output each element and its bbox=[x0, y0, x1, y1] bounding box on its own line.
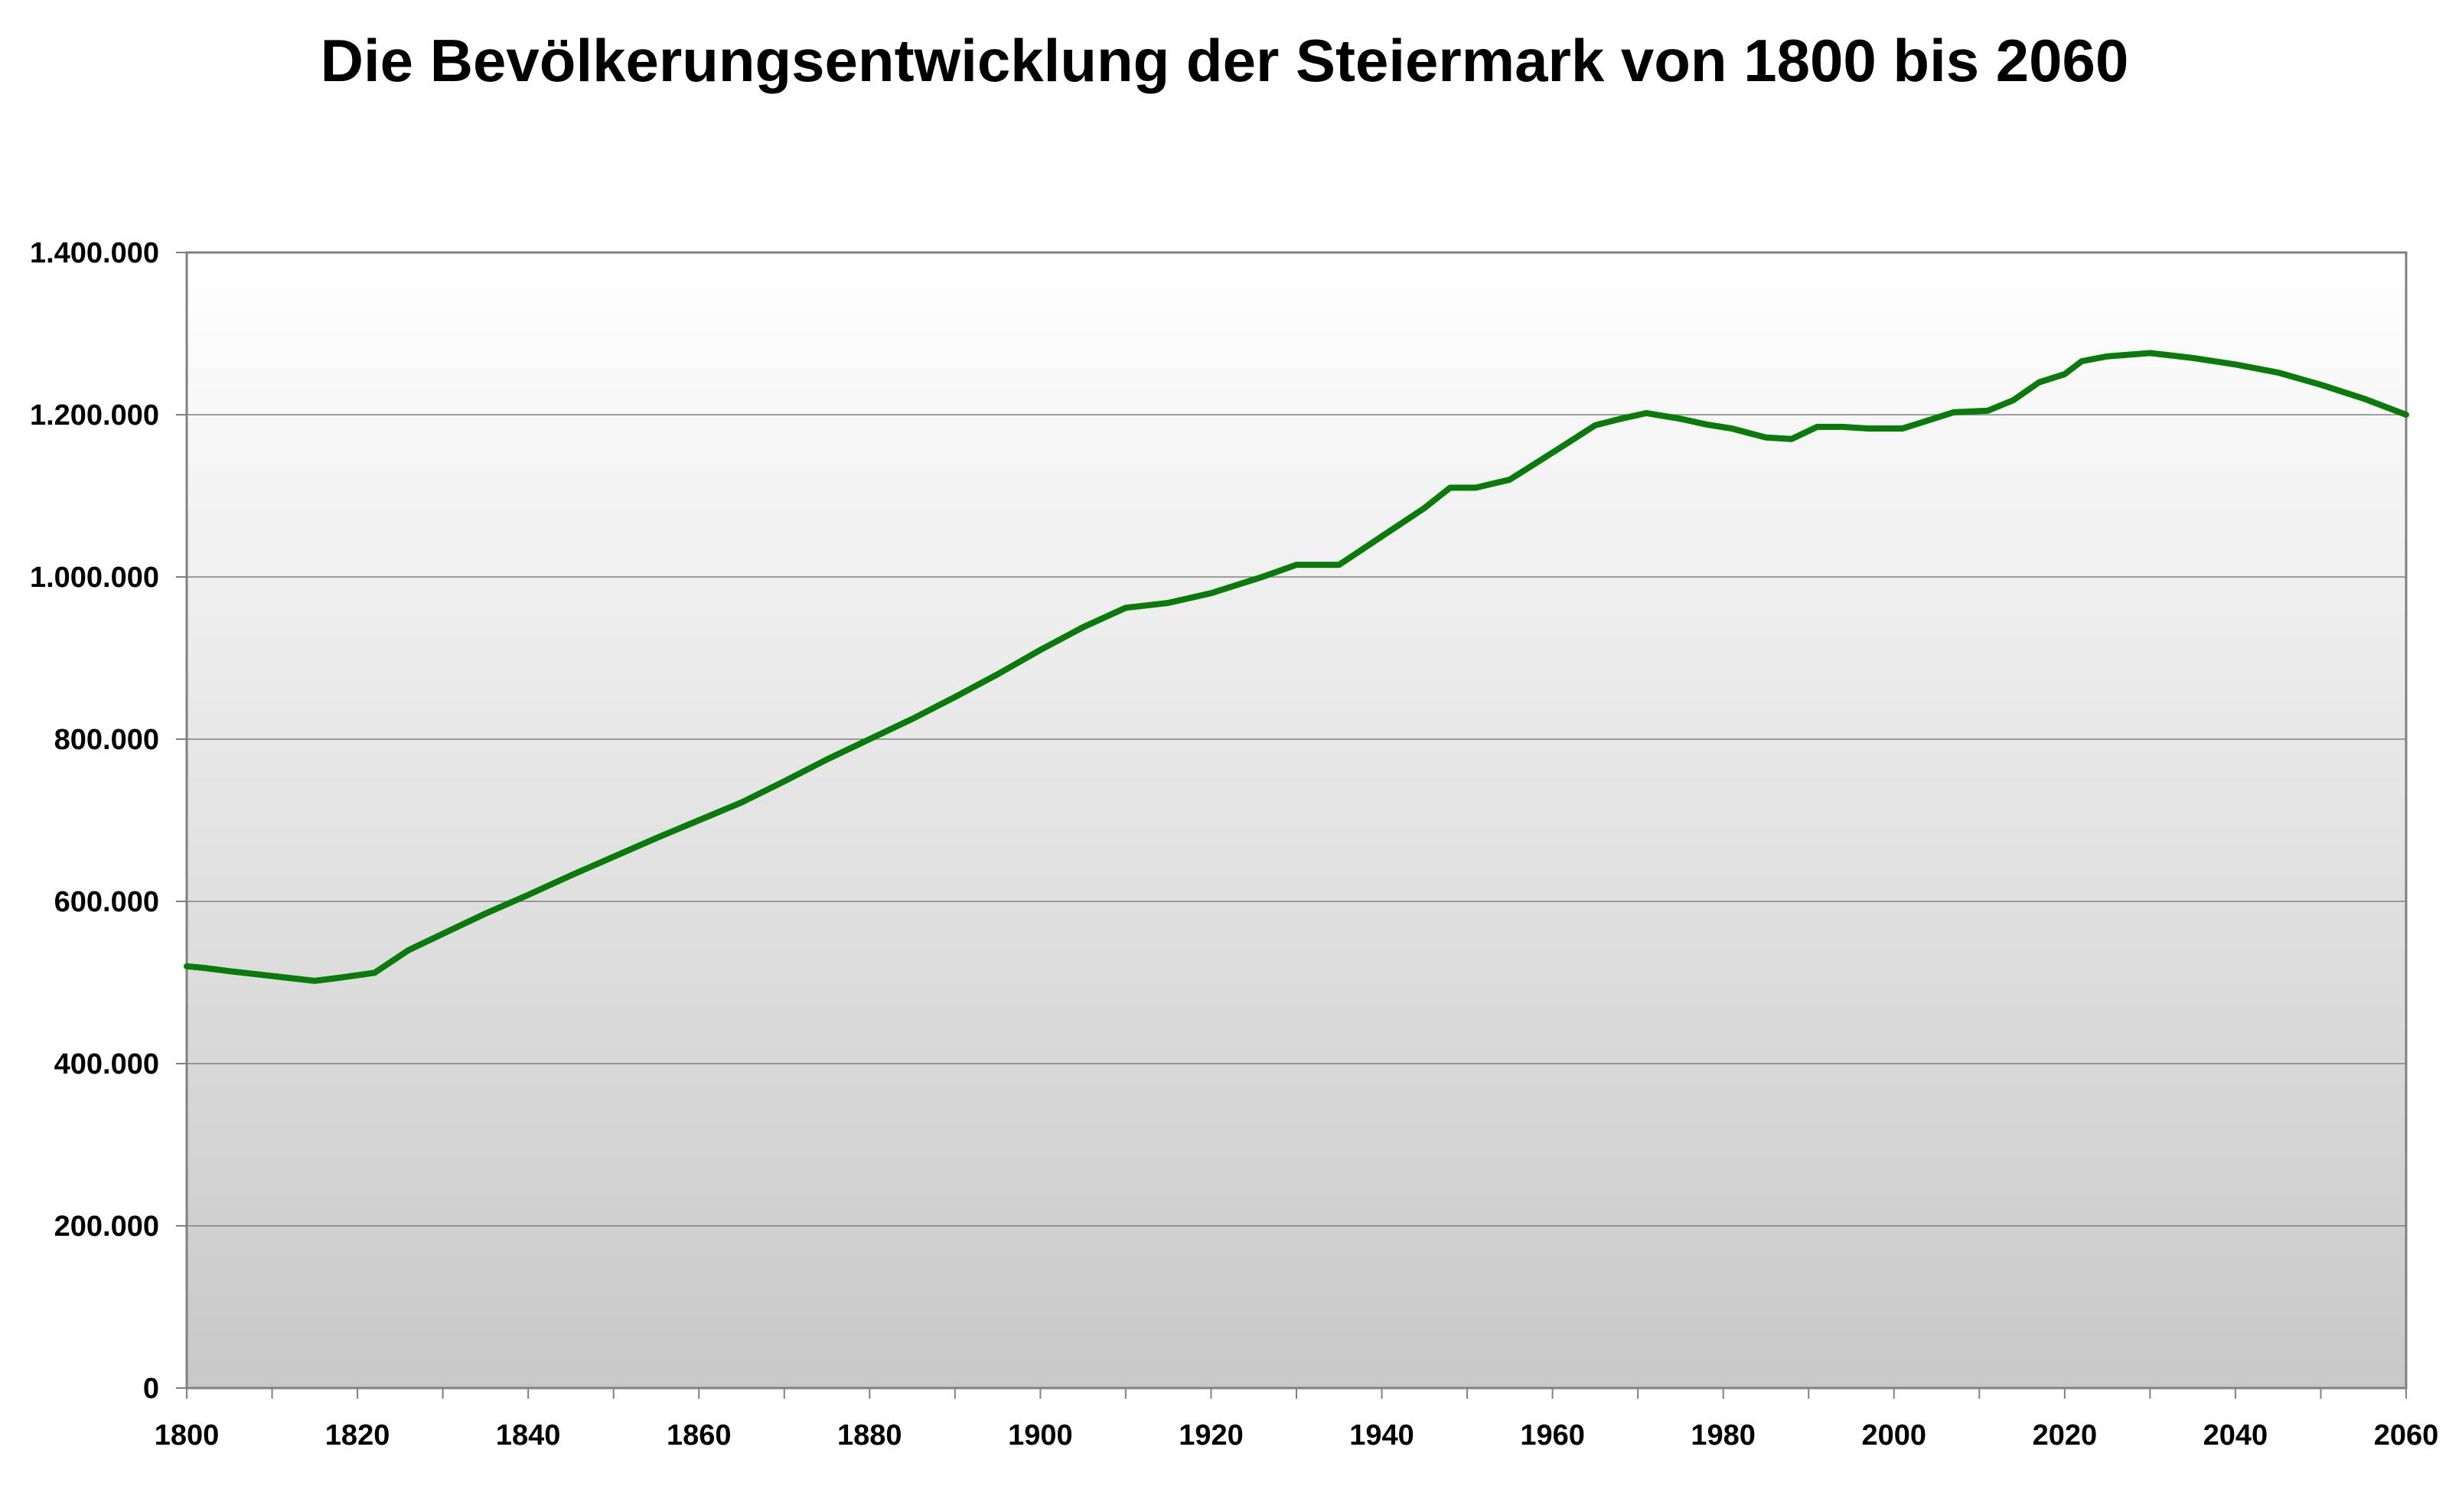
x-tick-label: 1980 bbox=[1691, 1419, 1756, 1452]
x-tick-label: 1860 bbox=[667, 1419, 732, 1452]
y-tick-label: 600.000 bbox=[54, 886, 159, 918]
x-tick-label: 1960 bbox=[1520, 1419, 1585, 1452]
x-tick-label: 2060 bbox=[2374, 1419, 2439, 1452]
x-tick-label: 1940 bbox=[1349, 1419, 1414, 1452]
y-tick-label: 1.400.000 bbox=[30, 237, 159, 269]
y-tick-label: 800.000 bbox=[54, 724, 159, 756]
x-tick-label: 1880 bbox=[837, 1419, 902, 1452]
x-tick-label: 2000 bbox=[1861, 1419, 1926, 1452]
y-tick-label: 400.000 bbox=[54, 1048, 159, 1080]
series-line-population bbox=[184, 350, 2409, 984]
y-tick-label: 200.000 bbox=[54, 1211, 159, 1243]
x-tick-label: 1900 bbox=[1008, 1419, 1073, 1452]
x-tick-label: 1820 bbox=[325, 1419, 390, 1452]
plot-area bbox=[187, 253, 2406, 1388]
x-tick-label: 1840 bbox=[496, 1419, 561, 1452]
chart-title: Die Bevölkerungsentwicklung der Steierma… bbox=[320, 27, 2129, 94]
x-tick-label: 1920 bbox=[1179, 1419, 1244, 1452]
x-tick-label: 2020 bbox=[2033, 1419, 2098, 1452]
y-tick-label: 0 bbox=[143, 1373, 159, 1405]
x-tick-label: 1800 bbox=[155, 1419, 220, 1452]
x-tick-labels: 1800 1820 1840 1860 1880 1900 1920 1940 1960 1980… bbox=[155, 1419, 2439, 1452]
axes bbox=[176, 251, 2408, 1399]
y-tick-label: 1.200.000 bbox=[30, 399, 159, 432]
y-tick-labels: 0 200.000 400.000 600.000 800.000 1.000.000 1.… bbox=[30, 237, 159, 1405]
x-tick-label: 2040 bbox=[2203, 1419, 2268, 1452]
y-tick-label: 1.000.000 bbox=[30, 562, 159, 594]
series-layer bbox=[184, 350, 2409, 984]
